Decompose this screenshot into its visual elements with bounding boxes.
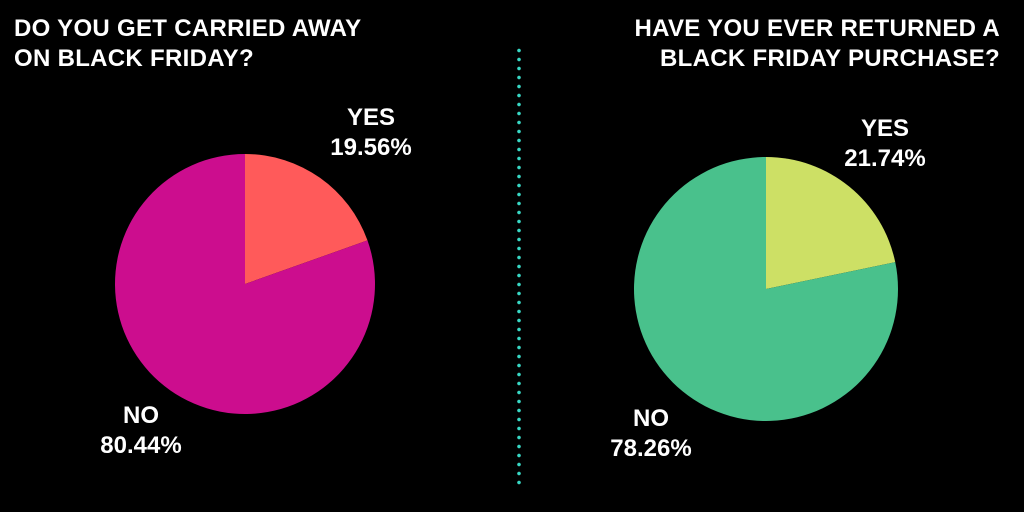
chart-title-right-line-1: HAVE YOU EVER RETURNED A: [634, 15, 1000, 42]
pie-right-yes-label: YES 21.74%: [837, 114, 933, 174]
pie-right-yes-label-name: YES: [860, 115, 910, 142]
pie-right-no-label-value: 78.26%: [610, 435, 692, 462]
pie-left-slice-yes: [245, 154, 368, 284]
pie-chart-left: [115, 154, 376, 415]
chart-title-left-line-1: DO YOU GET CARRIED AWAY: [14, 15, 362, 42]
dotted-divider: [517, 46, 521, 488]
pie-right-no-label-name: NO: [633, 405, 669, 432]
pie-chart-right: [634, 157, 898, 422]
pie-right-slice-no: [634, 157, 898, 422]
chart-title-left-line-2: ON BLACK FRIDAY?: [14, 45, 254, 72]
pie-left-no-label: NO 80.44%: [91, 401, 191, 461]
pie-left-yes-label: YES 19.56%: [323, 103, 419, 163]
chart-title-right-line-2: BLACK FRIDAY PURCHASE?: [660, 45, 1000, 72]
pie-left-no-label-value: 80.44%: [100, 432, 182, 459]
pie-left-slice-no: [115, 154, 376, 415]
pie-right-slice-yes: [766, 157, 896, 289]
chart-title-right: HAVE YOU EVER RETURNED A BLACK FRIDAY PU…: [635, 14, 1000, 74]
pie-left-no-label-name: NO: [123, 402, 159, 429]
pie-left-yes-label-value: 19.56%: [330, 134, 412, 161]
chart-title-left: DO YOU GET CARRIED AWAY ON BLACK FRIDAY?: [14, 14, 361, 74]
pie-right-no-label: NO 78.26%: [601, 404, 701, 464]
pie-right-yes-label-value: 21.74%: [844, 145, 926, 172]
pie-left-yes-label-name: YES: [346, 104, 396, 131]
